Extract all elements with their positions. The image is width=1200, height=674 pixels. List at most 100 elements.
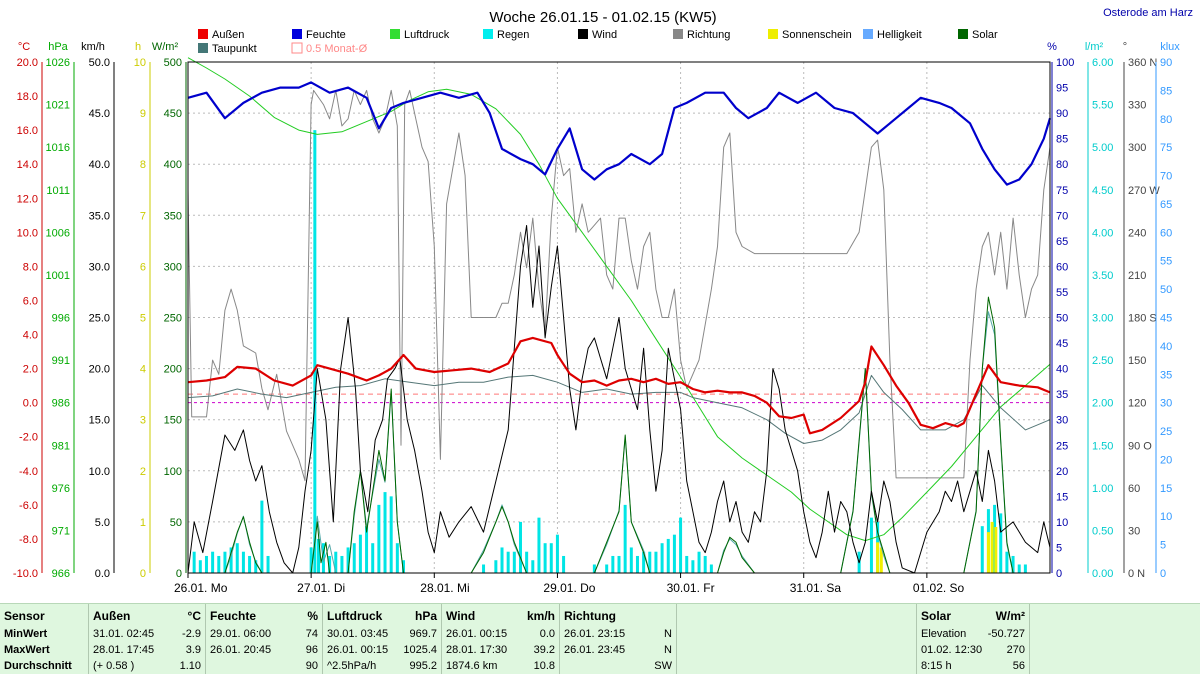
solar-unit: W/m²	[995, 609, 1025, 623]
luftdruck-max-time: 26.01. 00:15	[327, 644, 389, 656]
x-label: 26.01. Mo	[174, 581, 228, 595]
x-labels: 26.01. Mo 27.01. Di 28.01. Mi 29.01. Do 30.0…	[174, 573, 965, 595]
right-axis-tick: 100	[1056, 57, 1074, 69]
solar-avg-val: 56	[1012, 660, 1025, 672]
right-axis-tick: 6.00	[1092, 57, 1113, 69]
solar-elevation-val: -50.727	[987, 628, 1025, 640]
right-axis-tick: 50	[1056, 313, 1068, 325]
sunshine-bar	[986, 532, 990, 573]
left-axis-tick: 50.0	[89, 57, 110, 69]
right-axis-tick: 25	[1160, 426, 1172, 438]
legend-swatch	[958, 29, 968, 39]
series-line-wind	[187, 225, 1051, 574]
right-axis-tick: 0	[1056, 568, 1062, 580]
rain-bar	[346, 547, 350, 573]
wind-title: Wind	[446, 609, 476, 623]
solar-duration: 8:15 h	[921, 660, 952, 672]
wind-avg-val: 10.8	[533, 660, 555, 672]
right-axis-tick: 90 O	[1128, 440, 1152, 452]
x-label: 28.01. Mi	[420, 581, 469, 595]
rain-bar	[709, 564, 713, 573]
rain-bar	[229, 547, 233, 573]
rain-bar	[1017, 564, 1021, 573]
left-axis-tick: 1006	[46, 227, 70, 239]
rain-bar	[352, 543, 356, 573]
rain-bar	[605, 564, 609, 573]
legend-swatch	[390, 29, 400, 39]
stats-footer: Sensor MinWert MaxWert Durchschnitt Auße…	[0, 603, 1200, 674]
rain-bar	[660, 543, 664, 573]
rain-bar	[217, 555, 221, 573]
right-axis-tick: 50	[1160, 284, 1172, 296]
series-line-feuchte	[187, 81, 1052, 186]
rain-bar	[537, 517, 541, 573]
right-axis-tick: 65	[1160, 199, 1172, 211]
richtung-title: Richtung	[564, 609, 616, 623]
rain-bar	[549, 543, 553, 573]
aussen-unit: °C	[187, 609, 201, 623]
right-axis-tick: 300	[1128, 142, 1146, 154]
right-axis-tick: 270 W	[1128, 185, 1160, 197]
left-axis-tick: 10.0	[89, 466, 110, 478]
left-axis-tick: 976	[52, 483, 70, 495]
wind-max-time: 28.01. 17:30	[446, 644, 508, 656]
left-axis-tick: 45.0	[89, 108, 110, 120]
right-axis-tick: 360 N	[1128, 57, 1157, 69]
left-axis-tick: 966	[52, 568, 70, 580]
solar-max-val: 270	[1006, 644, 1025, 656]
rain-bar	[623, 504, 627, 573]
right-axis-tick: 0 N	[1128, 568, 1145, 580]
solar-title: Solar	[921, 609, 952, 623]
rain-bar	[241, 551, 245, 573]
rain-bar	[211, 551, 215, 573]
sunshine-bar	[994, 527, 998, 573]
left-axis-tick: 350	[164, 210, 182, 222]
sunshine-bar	[879, 547, 883, 573]
aussen-avg-label: (+ 0.58 )	[93, 660, 135, 672]
right-axis-tick: 40	[1160, 341, 1172, 353]
right-axis-tick: 15	[1056, 491, 1068, 503]
rain-bar	[402, 560, 405, 573]
rain-bar	[617, 555, 621, 573]
legend-label: 0.5 Monat-Ø	[306, 43, 368, 55]
left-axis-unit: hPa	[48, 41, 68, 53]
rain-bar	[666, 538, 670, 573]
richtung-min-val: N	[664, 628, 672, 640]
right-axis-tick: 40	[1056, 364, 1068, 376]
legend: Außen Feuchte Luftdruck Regen Wind Richtung So…	[198, 29, 998, 55]
rain-bar	[260, 500, 264, 573]
legend-label: Luftdruck	[404, 29, 450, 41]
right-axis-tick: 150	[1128, 355, 1146, 367]
left-axis-tick: -2.0	[19, 432, 38, 444]
richtung-avg-val: SW	[654, 660, 672, 672]
right-axis-tick: 10	[1160, 511, 1172, 523]
right-axis-tick: 4.00	[1092, 227, 1113, 239]
left-axis-tick: 200	[164, 364, 182, 376]
left-axis-tick: 2.0	[23, 364, 38, 376]
rain-bar	[635, 555, 639, 573]
aussen-title: Außen	[93, 609, 131, 623]
left-axis-tick: 500	[164, 57, 182, 69]
left-axis-tick: 35.0	[89, 210, 110, 222]
legend-label: Helligkeit	[877, 29, 922, 41]
left-axis-tick: 14.0	[17, 159, 38, 171]
left-axis-unit: W/m²	[152, 41, 179, 53]
luftdruck-min-time: 30.01. 03:45	[327, 628, 389, 640]
aussen-min-val: -2.9	[182, 628, 201, 640]
rain-bar	[703, 555, 707, 573]
left-axis-tick: 991	[52, 355, 70, 367]
right-axis-tick: 90	[1160, 57, 1172, 69]
x-label: 29.01. Do	[543, 581, 595, 595]
left-axis-tick: 1026	[46, 57, 70, 69]
left-axis-tick: 0.0	[95, 568, 110, 580]
rain-bar	[562, 555, 566, 573]
right-axis-tick: 2.00	[1092, 398, 1113, 410]
left-axis-tick: -6.0	[19, 500, 38, 512]
rain-bar	[198, 560, 202, 573]
left-axis-tick: 8	[140, 159, 146, 171]
feuchte-max-time: 26.01. 20:45	[210, 644, 272, 656]
series-line-taupunkt	[187, 374, 1051, 444]
legend-label: Feuchte	[306, 29, 346, 41]
rain-bar	[317, 538, 321, 573]
legend-swatch	[198, 29, 208, 39]
